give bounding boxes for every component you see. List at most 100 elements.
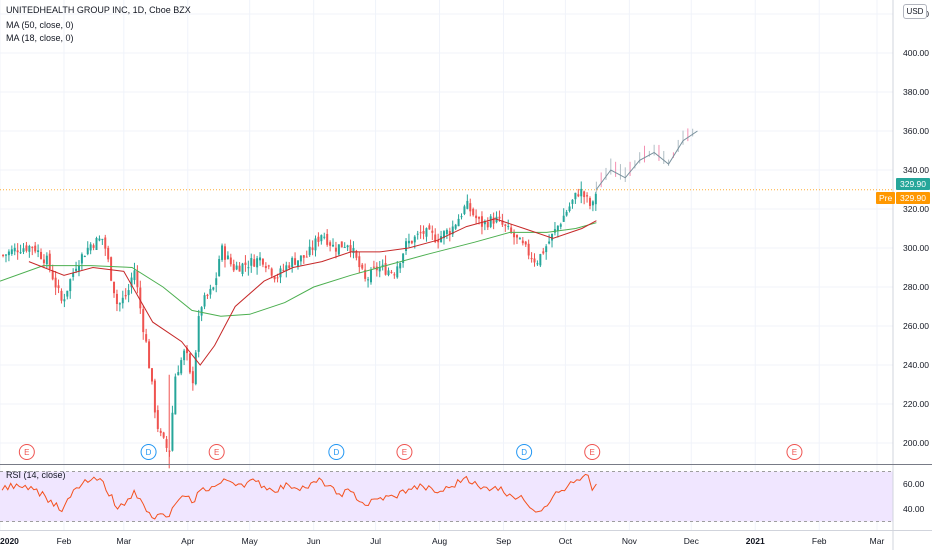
candle-body xyxy=(405,241,408,251)
event-label: E xyxy=(214,448,219,457)
currency-selector[interactable]: USD xyxy=(903,4,927,19)
candle-body xyxy=(244,262,247,265)
candle-body xyxy=(326,233,329,245)
x-tick-label: Mar xyxy=(870,536,885,546)
event-circle xyxy=(18,444,35,460)
candle-body xyxy=(381,264,384,266)
candle-body xyxy=(454,224,457,229)
candle-body xyxy=(215,278,218,285)
grid-lines xyxy=(0,0,893,530)
earnings-event-icon[interactable]: E xyxy=(786,444,803,460)
candle-body xyxy=(332,244,335,247)
candle-body xyxy=(574,192,577,200)
pre-market-label: Pre xyxy=(876,192,896,204)
chart-title: UNITEDHEALTH GROUP INC, 1D, Cboe BZX xyxy=(6,5,191,15)
candle-body xyxy=(203,295,206,307)
candle-body xyxy=(4,254,7,256)
candle-body xyxy=(221,245,224,260)
candle-body xyxy=(232,264,235,271)
dividend-event-icon[interactable]: D xyxy=(516,444,533,460)
candle-body xyxy=(75,268,78,272)
candle-body xyxy=(445,229,448,235)
x-tick-label: Dec xyxy=(684,536,700,546)
candle-body xyxy=(442,231,445,239)
candle-body xyxy=(469,203,472,212)
candle-body xyxy=(562,215,565,222)
candle-body xyxy=(40,251,43,259)
candle-body xyxy=(340,241,343,248)
y-tick-label: 300.00 xyxy=(903,243,929,253)
candle-body xyxy=(130,277,133,288)
candle-body xyxy=(329,242,332,246)
candle-body xyxy=(551,233,554,241)
candle-body xyxy=(25,245,28,251)
candle-body xyxy=(261,258,264,265)
legend-ma50: MA (50, close, 0) xyxy=(6,20,74,30)
candle-body xyxy=(72,272,75,277)
candle-body xyxy=(507,226,510,228)
candle-body xyxy=(226,255,229,260)
candle-body xyxy=(378,267,381,272)
candle-body xyxy=(22,248,25,252)
earnings-event-icon[interactable]: E xyxy=(18,444,35,460)
candle-body xyxy=(337,244,340,255)
candle-body xyxy=(407,240,410,244)
candle-body xyxy=(510,227,513,233)
candle-body xyxy=(188,353,191,373)
event-label: D xyxy=(146,448,152,457)
candle-body xyxy=(527,243,530,256)
candle-body xyxy=(524,241,527,245)
candle-body xyxy=(270,268,273,276)
candle-body xyxy=(86,247,89,255)
earnings-event-icon[interactable]: E xyxy=(584,444,601,460)
candle-body xyxy=(343,246,346,248)
candle-body xyxy=(156,410,159,429)
candle-body xyxy=(142,309,145,333)
dividend-event-icon[interactable]: D xyxy=(140,444,157,460)
candle-body xyxy=(113,281,116,294)
candle-body xyxy=(548,241,551,244)
candle-body xyxy=(63,299,66,302)
candle-body xyxy=(250,258,253,266)
y-tick-label: 380.00 xyxy=(903,87,929,97)
candle-body xyxy=(206,294,209,296)
candle-body xyxy=(212,287,215,290)
candle-body xyxy=(361,264,364,269)
candle-body xyxy=(80,254,83,264)
candle-body xyxy=(372,266,375,268)
candle-body xyxy=(515,234,518,238)
candle-body xyxy=(591,201,594,206)
event-circle xyxy=(516,444,533,460)
candle-body xyxy=(197,316,200,352)
candle-body xyxy=(431,230,434,233)
x-tick-label: Sep xyxy=(496,536,511,546)
candle-body xyxy=(463,206,466,214)
candle-body xyxy=(299,255,302,262)
candle-body xyxy=(92,245,95,248)
earnings-event-icon[interactable]: E xyxy=(396,444,413,460)
pre-market-price-badge: 329.90 xyxy=(896,192,930,204)
candle-body xyxy=(174,376,177,415)
x-tick-label: 2020 xyxy=(0,536,19,546)
candle-body xyxy=(34,245,37,252)
y-tick-label: 400.00 xyxy=(903,48,929,58)
event-label: E xyxy=(24,448,29,457)
dividend-event-icon[interactable]: D xyxy=(328,444,345,460)
x-tick-label: Jul xyxy=(370,536,381,546)
moving-average-lines xyxy=(0,130,698,366)
candle-body xyxy=(133,270,136,281)
candle-body xyxy=(580,188,583,197)
event-label: D xyxy=(333,448,339,457)
candle-body xyxy=(367,279,370,281)
candle-body xyxy=(384,263,387,275)
candle-body xyxy=(492,217,495,224)
candle-body xyxy=(200,307,203,316)
earnings-event-icon[interactable]: E xyxy=(208,444,225,460)
candle-body xyxy=(314,238,317,251)
candle-body xyxy=(428,225,431,230)
candle-body xyxy=(223,246,226,260)
candle-body xyxy=(369,269,372,283)
